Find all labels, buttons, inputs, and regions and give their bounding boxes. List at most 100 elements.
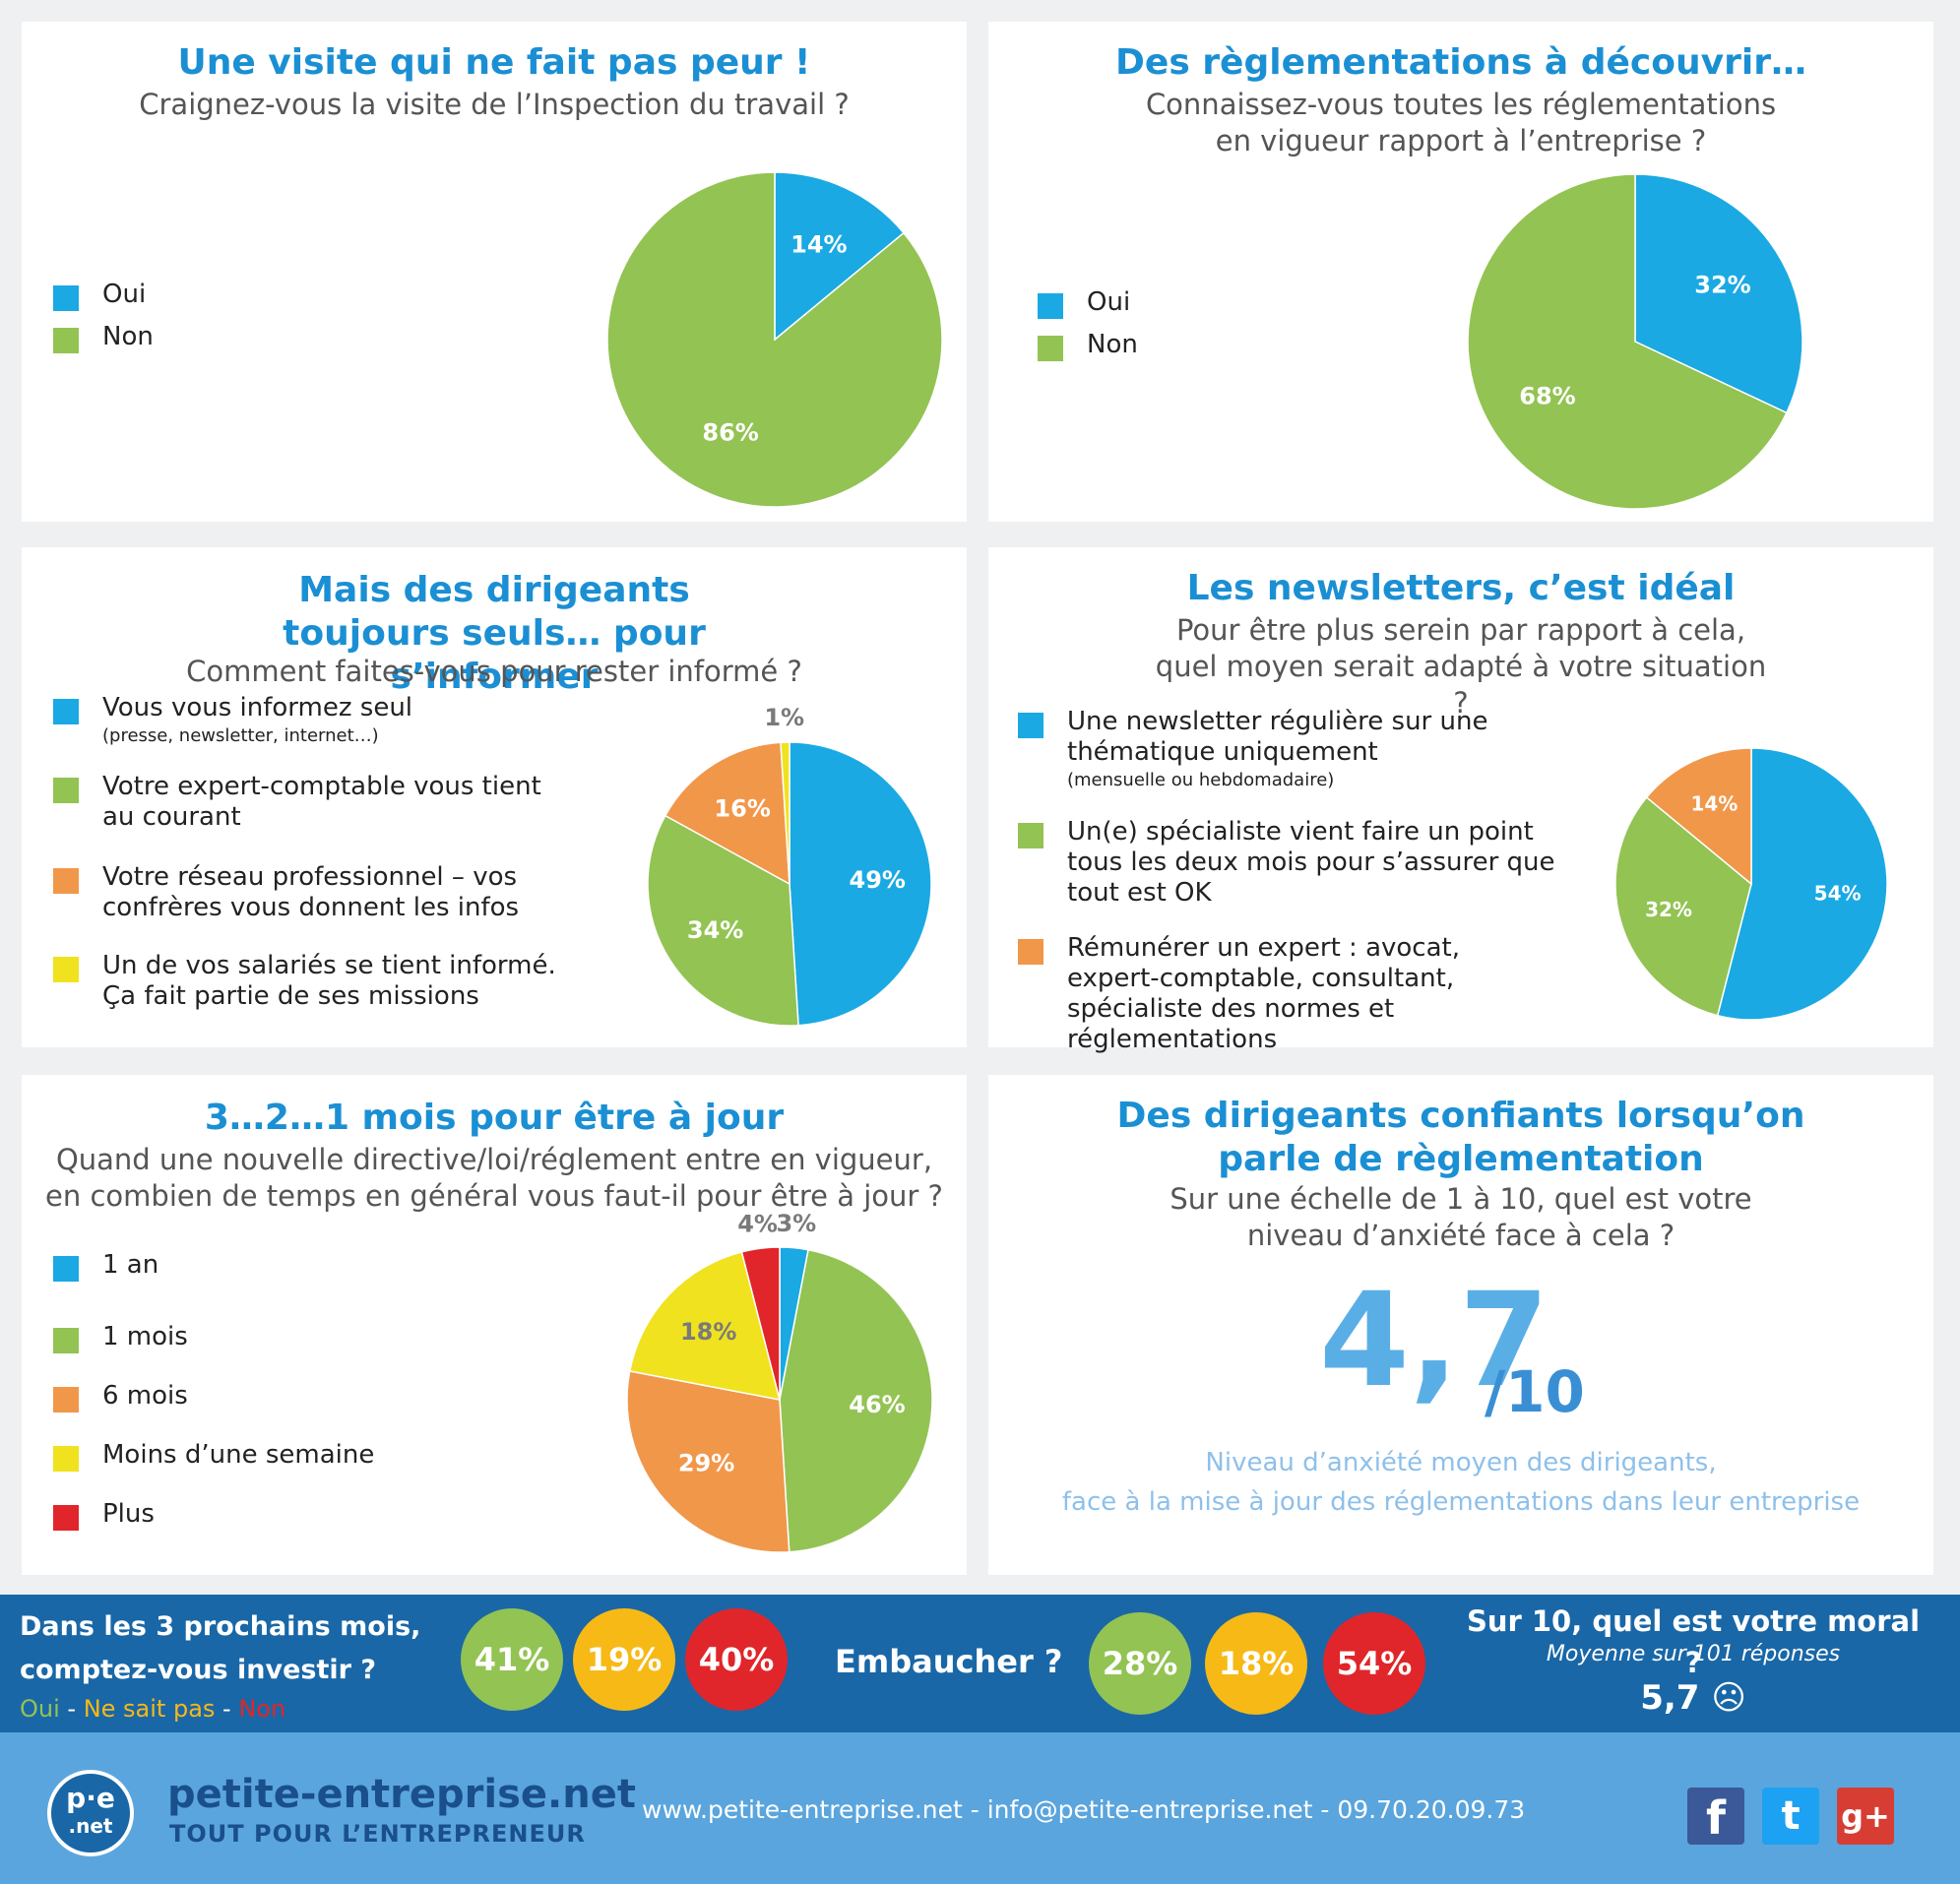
- panel-reglementations: Des règlementations à découvrir… Connais…: [988, 22, 1933, 522]
- pie-data-label: 32%: [1694, 272, 1750, 299]
- pie-slice: [628, 1250, 782, 1401]
- pie-slice: [664, 741, 790, 886]
- anxiety-caption-line1: Niveau d’anxiété moyen des dirigeants,: [1205, 1448, 1717, 1477]
- legend-label: Oui: [102, 280, 147, 309]
- hire-question: Embaucher ?: [835, 1643, 1063, 1680]
- pie-data-label: 32%: [1645, 898, 1692, 921]
- pie-data-label: 1%: [764, 704, 804, 731]
- key-oui: Oui: [20, 1695, 60, 1723]
- pie-data-label: 18%: [680, 1318, 736, 1346]
- pie-slice: [780, 741, 790, 885]
- pie-slice: [774, 171, 906, 342]
- anxiety-score: 4,7: [1319, 1265, 1549, 1416]
- legend-label: Une newsletter régulière sur une thémati…: [1067, 707, 1488, 767]
- panel-subtitle: Sur une échelle de 1 à 10, quel est votr…: [1170, 1182, 1752, 1252]
- legend-label: Rémunérer un expert : avocat, expert-com…: [1067, 933, 1460, 1054]
- moral-sub: Moyenne sur 101 réponses: [1546, 1642, 1841, 1666]
- panel-subtitle: Comment faites-vous pour rester informé …: [186, 655, 802, 688]
- legend-swatch: [53, 285, 79, 311]
- legend-label: Un(e) spécialiste vient faire un point t…: [1067, 817, 1555, 908]
- legend-label: 1 an: [102, 1250, 159, 1280]
- google-plus-icon[interactable]: g+: [1837, 1788, 1894, 1845]
- legend-label: Non: [102, 322, 154, 351]
- key-non: Non: [238, 1695, 286, 1723]
- neutral-face-icon: ☹: [1711, 1678, 1746, 1718]
- legend-label: Oui: [1087, 287, 1131, 317]
- pie-chart-mise-a-jour: 3% 46% 29% 18% 4%: [626, 1210, 933, 1553]
- answer-key: Oui - Ne sait pas - Non: [20, 1691, 285, 1727]
- facebook-icon[interactable]: f: [1687, 1788, 1744, 1845]
- legend-label: Un de vos salariés se tient informé. Ça …: [102, 951, 556, 1011]
- investment-band: Dans les 3 prochains mois, comptez-vous …: [0, 1595, 1960, 1732]
- pie-slice: [1716, 747, 1888, 1021]
- pie-slice: [1467, 173, 1788, 510]
- pie-slice: [1634, 173, 1803, 414]
- pie-data-label: 86%: [702, 418, 758, 446]
- moral-question: Sur 10, quel est votre moral ?: [1466, 1604, 1921, 1679]
- pie-data-label: 34%: [687, 916, 743, 944]
- panel-subtitle: Connaissez-vous toutes les réglementatio…: [1145, 88, 1777, 157]
- legend-label: Plus: [102, 1499, 155, 1529]
- invest-oui-circle: 41%: [461, 1608, 563, 1711]
- hire-nsp-circle: 18%: [1205, 1612, 1307, 1715]
- logo-badge[interactable]: p·e .net: [47, 1770, 134, 1856]
- pie-slice: [789, 741, 932, 1027]
- panel-informer: Mais des dirigeants toujours seuls… pour…: [22, 547, 967, 1047]
- anxiety-caption-line2: face à la mise à jour des réglementation…: [1061, 1487, 1861, 1517]
- pie-slice: [1614, 795, 1752, 1017]
- panel-title: Une visite qui ne fait pas peur !: [177, 42, 811, 83]
- brand-name[interactable]: petite-entreprise.net: [167, 1772, 636, 1817]
- pie-data-label: 16%: [714, 795, 770, 823]
- legend-swatch: [53, 328, 79, 353]
- legend-swatch: [1018, 713, 1043, 738]
- legend-swatch: [53, 868, 79, 894]
- legend-swatch: [53, 1387, 79, 1413]
- hire-oui-circle: 28%: [1089, 1612, 1191, 1715]
- footer: p·e .net petite-entreprise.net TOUT POUR…: [0, 1732, 1960, 1884]
- pie-slice: [1645, 747, 1752, 886]
- twitter-icon[interactable]: t: [1762, 1788, 1819, 1845]
- key-ne-sait-pas: Ne sait pas: [83, 1695, 216, 1723]
- pie-slice: [606, 171, 943, 508]
- legend-label: 1 mois: [102, 1322, 188, 1351]
- legend-note: (mensuelle ou hebdomadaire): [1067, 770, 1335, 790]
- logo-domain: .net: [68, 1814, 113, 1838]
- panel-anxiete: Des dirigeants confiants lorsqu’on parle…: [988, 1075, 1933, 1575]
- pie-data-label: 49%: [850, 866, 906, 894]
- panel-title: Des règlementations à découvrir…: [1115, 42, 1806, 83]
- pie-data-label: 14%: [790, 231, 847, 259]
- legend-swatch: [53, 1505, 79, 1531]
- anxiety-score-denominator: /10: [1485, 1358, 1585, 1425]
- panel-title: Mais des dirigeants toujours seuls… pour…: [283, 570, 706, 697]
- pie-data-label: 68%: [1519, 382, 1575, 409]
- moral-value: 5,7: [1640, 1678, 1700, 1718]
- legend-label: Moins d’une semaine: [102, 1440, 375, 1470]
- panel-subtitle: Quand une nouvelle directive/loi/régleme…: [45, 1143, 943, 1213]
- contact-line[interactable]: www.petite-entreprise.net - info@petite-…: [642, 1795, 1526, 1824]
- invest-non-circle: 40%: [685, 1608, 788, 1711]
- pie-data-label: 14%: [1690, 792, 1738, 816]
- panel-inspection: Une visite qui ne fait pas peur ! Craign…: [22, 22, 967, 522]
- invest-question-line1: Dans les 3 prochains mois,: [20, 1611, 421, 1642]
- pie-data-label: 46%: [849, 1391, 905, 1418]
- pie-chart-reglementations: 32% 68%: [1467, 173, 1803, 510]
- legend-label: Vous vous informez seul: [102, 693, 413, 722]
- legend-swatch: [53, 699, 79, 724]
- legend-swatch: [1018, 939, 1043, 965]
- panel-subtitle: Craignez-vous la visite de l’Inspection …: [139, 88, 850, 121]
- key-separator: -: [215, 1695, 239, 1723]
- panel-subtitle: Pour être plus serein par rapport à cela…: [1155, 613, 1767, 720]
- panel-mise-a-jour: 3…2…1 mois pour être à jour Quand une no…: [22, 1075, 967, 1575]
- pie-chart-informer: 49% 34% 16% 1%: [647, 704, 932, 1027]
- panel-newsletters: Les newsletters, c’est idéal Pour être p…: [988, 547, 1933, 1054]
- legend-label: Votre expert-comptable vous tient au cou…: [102, 772, 541, 832]
- legend-swatch: [1038, 336, 1063, 361]
- panel-title: Des dirigeants confiants lorsqu’on parle…: [1116, 1096, 1805, 1179]
- legend-swatch: [1018, 823, 1043, 848]
- moral-score: 5,7 ☹: [1457, 1673, 1929, 1723]
- pie-chart-inspection: 14% 86%: [606, 171, 943, 508]
- legend-swatch: [53, 1256, 79, 1282]
- invest-question-line2: comptez-vous investir ?: [20, 1655, 376, 1685]
- logo-mark: p·e: [66, 1782, 115, 1814]
- legend-label: Votre réseau professionnel – vos confrèr…: [102, 862, 520, 922]
